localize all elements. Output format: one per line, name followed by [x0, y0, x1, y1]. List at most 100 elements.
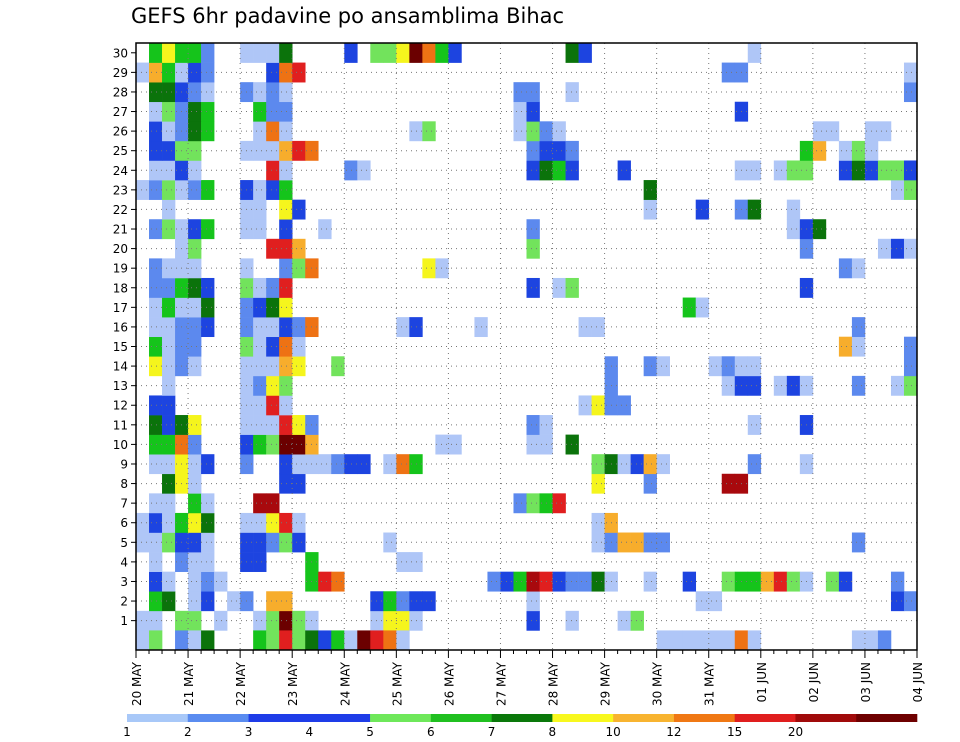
heatmap-cell: [617, 454, 631, 475]
heatmap-cell: [292, 415, 306, 435]
heatmap-cell: [331, 356, 345, 377]
heatmap-cell: [162, 356, 176, 377]
chart-title: GEFS 6hr padavine po ansamblima Bihac: [131, 4, 565, 28]
heatmap-cell: [877, 238, 892, 259]
colorbar-swatch: [127, 714, 189, 722]
colorbar-label: 2: [184, 725, 192, 739]
heatmap-cell: [266, 375, 280, 396]
heatmap-cell: [721, 375, 736, 396]
heatmap-cell: [201, 277, 215, 298]
heatmap-cell: [149, 121, 163, 142]
heatmap-cell: [357, 630, 371, 651]
heatmap-cell: [383, 43, 397, 63]
y-tick-label: 15: [113, 340, 128, 354]
heatmap-cell: [253, 532, 267, 553]
heatmap-cell: [877, 630, 892, 651]
heatmap-cell: [565, 571, 579, 592]
heatmap-cell: [253, 277, 267, 298]
heatmap-cell: [526, 571, 540, 592]
heatmap-cell: [422, 121, 436, 142]
heatmap-cell: [838, 336, 853, 357]
heatmap-cell: [643, 199, 657, 220]
heatmap-cell: [292, 356, 306, 377]
heatmap-cell: [149, 297, 163, 318]
heatmap-cell: [188, 121, 202, 142]
heatmap-cell: [318, 454, 332, 475]
heatmap-cell: [708, 630, 723, 651]
heatmap-cell: [903, 591, 918, 612]
heatmap-cell: [201, 101, 215, 122]
heatmap-cell: [188, 62, 202, 83]
heatmap-cell: [747, 375, 762, 396]
heatmap-cell: [201, 43, 215, 63]
heatmap-cell: [526, 415, 540, 435]
colorbar-swatch: [734, 714, 796, 722]
heatmap-cell: [656, 532, 670, 553]
heatmap-cell: [201, 493, 215, 514]
heatmap-cell: [448, 43, 462, 63]
heatmap-cell: [162, 160, 176, 181]
heatmap-cell: [695, 591, 710, 612]
heatmap-cell: [656, 356, 670, 377]
x-tick-label: 28 MAY: [547, 661, 561, 706]
y-tick-label: 10: [113, 438, 128, 452]
heatmap-cell: [253, 610, 267, 631]
heatmap-cell: [162, 317, 176, 338]
heatmap-cell: [149, 493, 163, 514]
heatmap-cell: [396, 610, 410, 631]
heatmap-cell: [747, 630, 762, 651]
heatmap-cell: [890, 375, 905, 396]
heatmap-cell: [188, 415, 202, 435]
heatmap-cell: [266, 277, 280, 298]
heatmap-cell: [565, 610, 579, 631]
heatmap-cell: [162, 454, 176, 475]
colorbar-label: 1: [123, 725, 131, 739]
heatmap-cell: [578, 571, 592, 592]
heatmap-cell: [149, 610, 163, 631]
colorbar-label: 20: [788, 725, 803, 739]
heatmap-cell: [383, 610, 397, 631]
heatmap-cell: [851, 140, 866, 161]
y-tick-label: 27: [113, 105, 128, 119]
heatmap-cell: [435, 434, 449, 455]
x-tick-label: 31 MAY: [703, 661, 717, 706]
heatmap-cell: [253, 434, 267, 455]
heatmap-cell: [201, 532, 215, 553]
heatmap-cell: [344, 454, 358, 475]
heatmap-cell: [188, 630, 202, 651]
heatmap-cell: [240, 43, 254, 63]
heatmap-cell: [747, 43, 762, 63]
heatmap-cell: [773, 571, 788, 592]
heatmap-cell: [500, 571, 514, 592]
heatmap-cell: [526, 277, 540, 298]
heatmap-cell: [279, 336, 293, 357]
heatmap-cell: [266, 317, 280, 338]
heatmap-cell: [188, 532, 202, 553]
heatmap-cell: [188, 454, 202, 475]
heatmap-cell: [149, 356, 163, 377]
heatmap-cell: [175, 43, 189, 63]
heatmap-cell: [409, 43, 423, 63]
heatmap-cell: [513, 571, 527, 592]
heatmap-cell: [331, 454, 345, 475]
heatmap-cell: [851, 258, 866, 279]
heatmap-cell: [253, 512, 267, 533]
heatmap-cell: [266, 238, 280, 259]
heatmap-cell: [318, 630, 332, 651]
heatmap-cell: [279, 238, 293, 259]
heatmap-cell: [591, 454, 605, 475]
heatmap-cell: [292, 238, 306, 259]
heatmap-cell: [851, 336, 866, 357]
heatmap-cell: [266, 415, 280, 435]
heatmap-cell: [721, 62, 736, 83]
y-tick-label: 21: [113, 223, 128, 237]
heatmap-cell: [617, 160, 631, 181]
heatmap-cell: [513, 121, 527, 142]
heatmap-cell: [552, 140, 566, 161]
heatmap-cell: [370, 43, 384, 63]
y-tick-label: 12: [113, 399, 128, 413]
heatmap-cell: [526, 434, 540, 455]
heatmap-cell: [656, 630, 670, 651]
heatmap-cell: [266, 493, 280, 514]
heatmap-cell: [292, 473, 306, 494]
